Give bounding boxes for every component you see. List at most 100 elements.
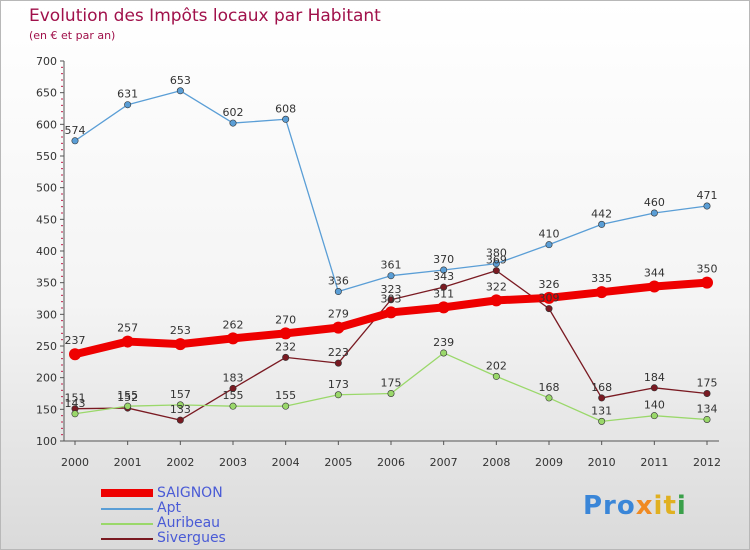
x-tick-label: 2003: [219, 456, 247, 469]
legend-swatch-saignon: [101, 489, 153, 497]
chart-subtitle: (en € et par an): [29, 29, 116, 42]
data-label-apt: 631: [117, 88, 138, 101]
legend-swatch-sivergues: [101, 538, 153, 540]
x-tick-label: 2010: [588, 456, 616, 469]
data-point-sivergues: [650, 384, 658, 392]
y-tick-label: 350: [36, 277, 57, 290]
data-point-apt: [703, 202, 711, 210]
data-label-sivergues: 309: [539, 292, 560, 305]
data-point-sivergues: [282, 353, 290, 361]
data-point-sivergues: [229, 384, 237, 392]
data-point-auribeau: [703, 415, 711, 423]
data-point-saignon: [69, 348, 81, 361]
y-tick-label: 600: [36, 118, 57, 131]
data-label-sivergues: 223: [328, 346, 349, 359]
data-label-auribeau: 143: [65, 397, 86, 410]
data-point-apt: [387, 272, 395, 280]
data-label-saignon: 344: [644, 266, 665, 279]
data-point-saignon: [648, 280, 661, 293]
y-tick-label: 700: [36, 55, 57, 68]
data-label-saignon: 335: [591, 272, 612, 285]
data-point-saignon: [174, 338, 187, 351]
data-label-auribeau: 155: [223, 389, 244, 402]
data-point-auribeau: [176, 401, 184, 409]
data-point-apt: [598, 220, 606, 228]
x-tick-label: 2008: [482, 456, 510, 469]
x-tick-label: 2007: [430, 456, 458, 469]
x-tick-label: 2009: [535, 456, 563, 469]
data-point-sivergues: [334, 359, 342, 367]
data-point-apt: [124, 101, 132, 109]
data-label-apt: 608: [275, 102, 296, 115]
data-point-auribeau: [440, 349, 448, 357]
y-tick-label: 650: [36, 87, 57, 100]
data-label-sivergues: 151: [65, 392, 86, 405]
legend-swatch-auribeau: [101, 523, 153, 525]
data-point-saignon: [543, 291, 555, 304]
data-point-apt: [492, 260, 500, 268]
data-point-auribeau: [282, 402, 290, 410]
data-label-auribeau: 131: [591, 404, 612, 417]
data-point-auribeau: [650, 412, 658, 420]
x-tick-label: 2005: [324, 456, 352, 469]
data-point-apt: [71, 137, 79, 145]
data-point-auribeau: [229, 402, 237, 410]
data-point-sivergues: [492, 267, 500, 275]
legend-label-auribeau: Auribeau: [157, 515, 221, 531]
data-label-saignon: 253: [170, 324, 191, 337]
data-point-apt: [545, 241, 553, 249]
data-point-saignon: [437, 301, 450, 314]
data-label-auribeau: 239: [433, 336, 454, 349]
data-label-sivergues: 133: [170, 403, 191, 416]
data-label-auribeau: 155: [117, 389, 138, 402]
data-point-apt: [282, 115, 290, 123]
data-label-sivergues: 343: [433, 270, 454, 283]
data-point-apt: [440, 266, 448, 274]
data-point-sivergues: [440, 283, 448, 291]
data-point-apt: [229, 119, 237, 127]
data-label-auribeau: 155: [275, 389, 296, 402]
y-tick-label: 500: [36, 182, 57, 195]
data-label-saignon: 303: [381, 292, 402, 305]
data-label-auribeau: 157: [170, 388, 191, 401]
chart-title: Evolution des Impôts locaux par Habitant: [29, 6, 381, 26]
y-tick-label: 300: [36, 308, 57, 321]
data-label-sivergues: 323: [381, 283, 402, 296]
data-label-sivergues: 369: [486, 254, 507, 267]
data-point-saignon: [701, 276, 713, 289]
data-label-apt: 370: [433, 253, 454, 266]
data-label-apt: 653: [170, 74, 191, 87]
data-label-sivergues: 175: [697, 377, 718, 390]
data-label-saignon: 350: [697, 263, 718, 276]
data-point-apt: [650, 209, 658, 217]
data-label-apt: 471: [697, 189, 718, 202]
data-label-auribeau: 134: [697, 402, 718, 415]
data-point-saignon: [595, 286, 608, 299]
data-label-auribeau: 202: [486, 359, 507, 372]
data-label-sivergues: 232: [275, 340, 296, 353]
legend-label-apt: Apt: [157, 500, 181, 516]
y-tick-label: 100: [36, 435, 57, 448]
data-label-auribeau: 175: [381, 377, 402, 390]
data-point-sivergues: [176, 416, 184, 424]
data-label-sivergues: 184: [644, 371, 665, 384]
data-point-auribeau: [334, 391, 342, 399]
data-label-apt: 460: [644, 196, 665, 209]
x-tick-label: 2000: [61, 456, 89, 469]
x-tick-label: 2012: [693, 456, 721, 469]
data-point-auribeau: [71, 410, 79, 418]
legend-swatch-apt: [101, 508, 153, 510]
data-label-auribeau: 168: [539, 381, 560, 394]
data-point-apt: [334, 288, 342, 296]
data-label-sivergues: 183: [223, 371, 244, 384]
data-point-apt: [176, 87, 184, 95]
x-tick-label: 2004: [272, 456, 300, 469]
y-tick-label: 550: [36, 150, 57, 163]
x-tick-label: 2001: [114, 456, 142, 469]
data-point-auribeau: [124, 402, 132, 410]
y-tick-label: 400: [36, 245, 57, 258]
y-tick-label: 450: [36, 213, 57, 226]
data-point-sivergues: [598, 394, 606, 402]
